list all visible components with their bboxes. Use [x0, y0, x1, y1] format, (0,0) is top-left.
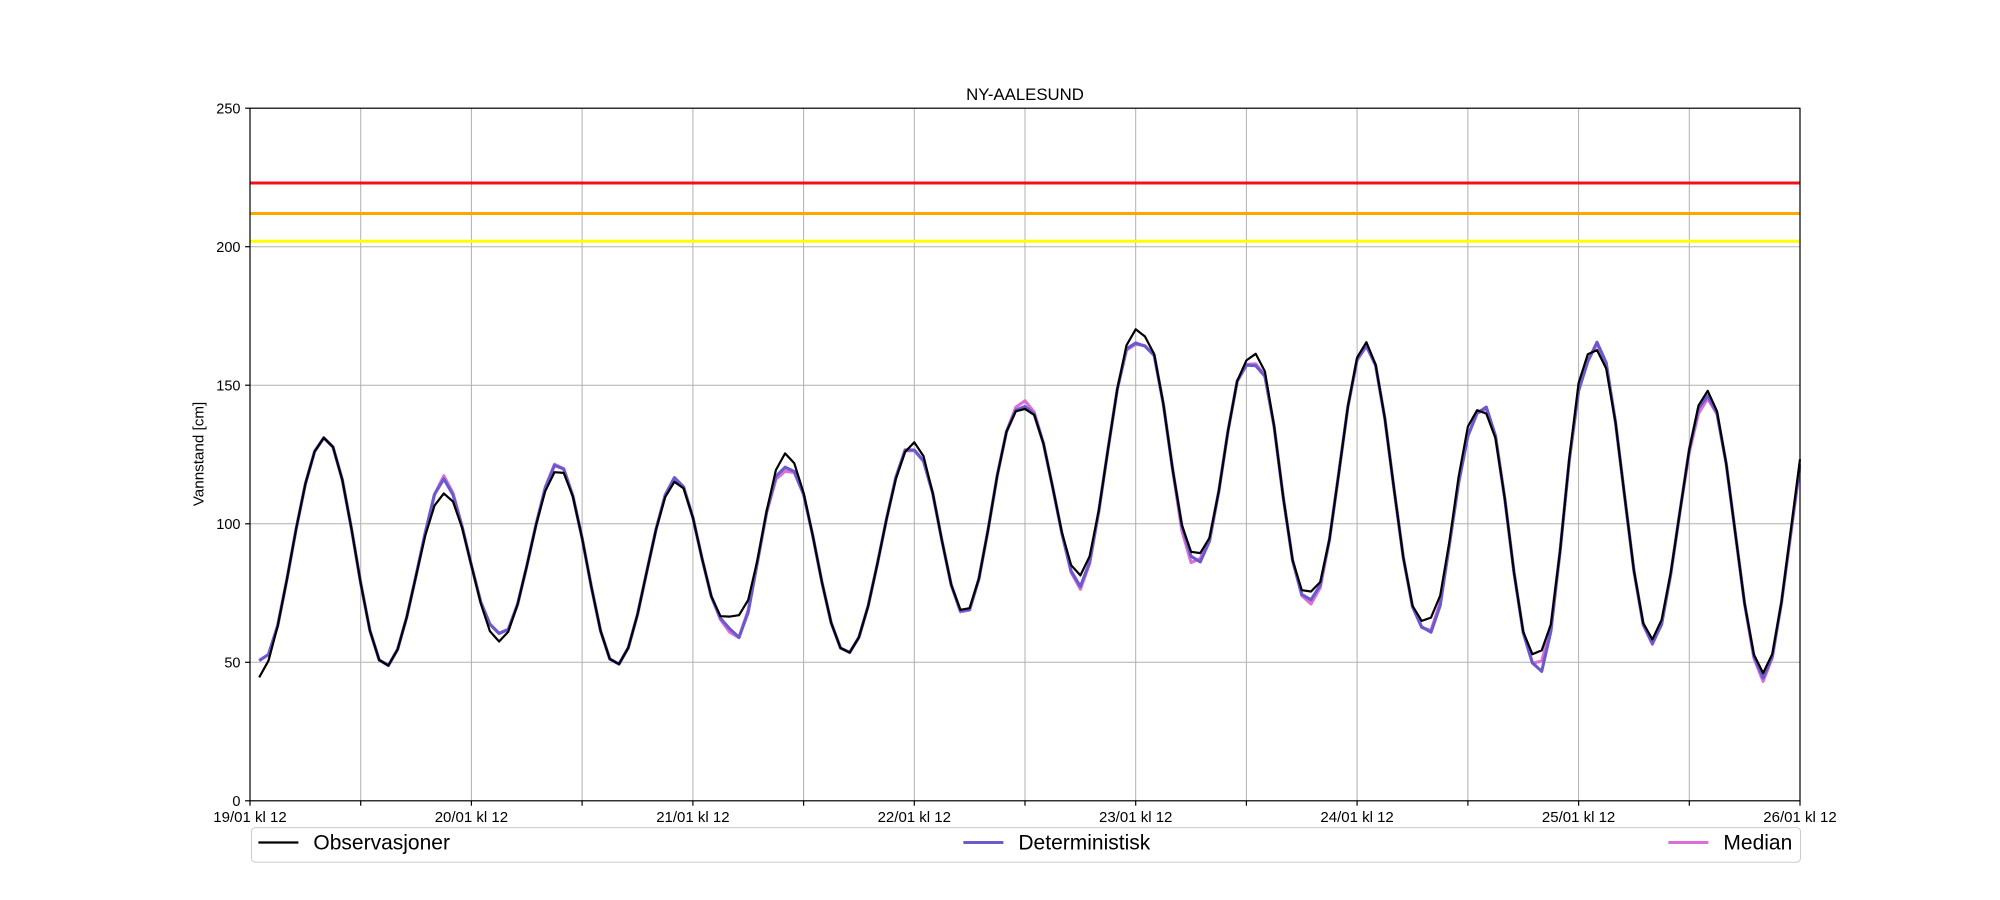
svg-text:150: 150	[216, 378, 240, 394]
svg-text:20/01 kl 12: 20/01 kl 12	[435, 809, 508, 826]
svg-text:24/01 kl 12: 24/01 kl 12	[1320, 809, 1393, 826]
svg-text:250: 250	[216, 101, 240, 117]
svg-text:21/01 kl 12: 21/01 kl 12	[656, 809, 729, 826]
svg-text:19/01 kl 12: 19/01 kl 12	[213, 809, 286, 826]
svg-text:26/01 kl 12: 26/01 kl 12	[1763, 809, 1836, 826]
svg-text:22/01 kl 12: 22/01 kl 12	[878, 809, 951, 826]
svg-text:23/01 kl 12: 23/01 kl 12	[1099, 809, 1172, 826]
svg-text:0: 0	[232, 794, 240, 810]
svg-text:50: 50	[224, 656, 240, 672]
svg-text:200: 200	[216, 240, 240, 256]
svg-text:NY-AALESUND: NY-AALESUND	[966, 85, 1084, 104]
svg-text:25/01 kl 12: 25/01 kl 12	[1542, 809, 1615, 826]
svg-text:Median: Median	[1723, 832, 1792, 855]
svg-text:Deterministisk: Deterministisk	[1018, 832, 1150, 855]
svg-text:Vannstand [cm]: Vannstand [cm]	[191, 402, 208, 506]
svg-text:Observasjoner: Observasjoner	[313, 832, 450, 855]
svg-text:100: 100	[216, 517, 240, 533]
